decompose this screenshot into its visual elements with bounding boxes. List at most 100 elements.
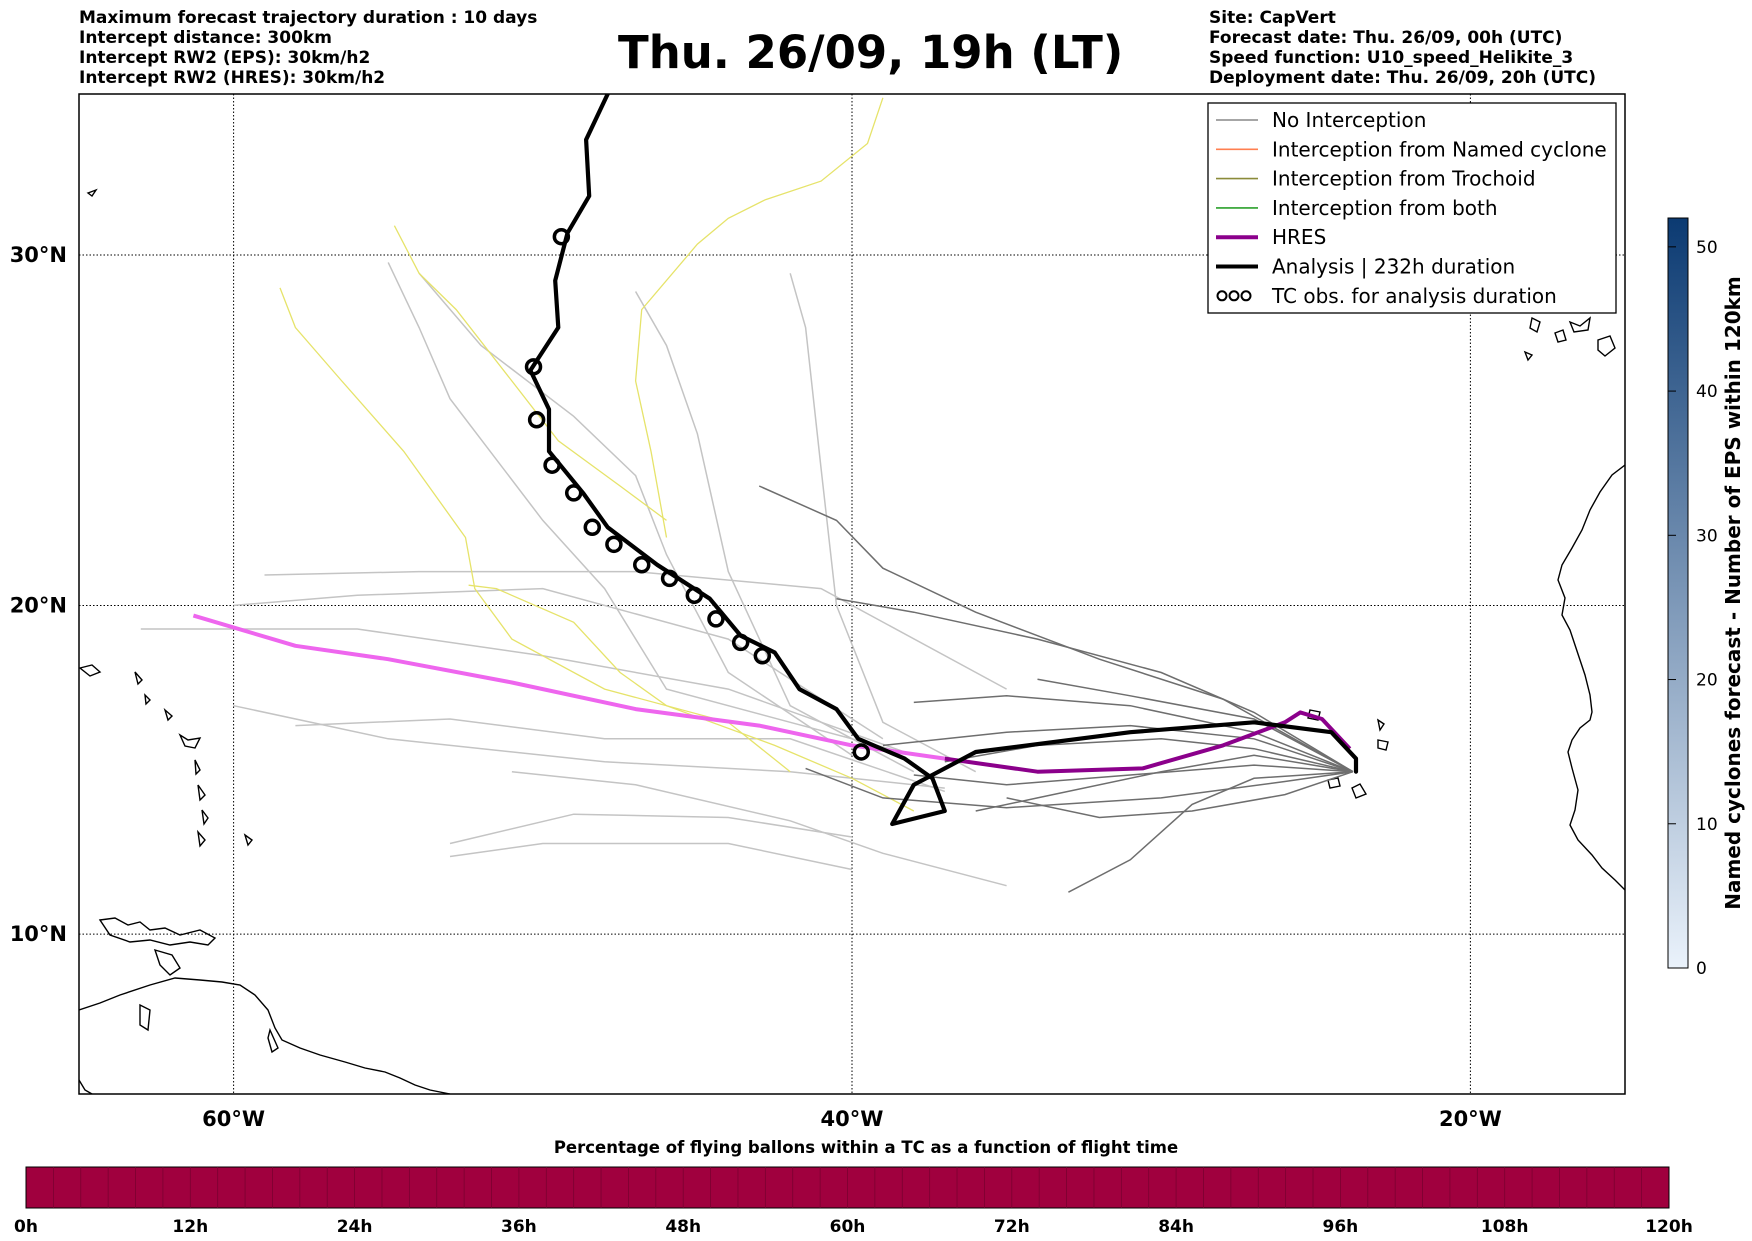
tc-obs-loop: [543, 456, 561, 474]
coastline: [1351, 783, 1368, 799]
tc-obs-loop: [753, 647, 772, 665]
coastline: [267, 1027, 279, 1054]
lon-tick-label: 20°W: [1439, 1107, 1502, 1131]
trajectory-eps-yellow: [634, 97, 884, 538]
coastline: [144, 693, 151, 706]
lat-tick-label: 20°N: [10, 593, 67, 617]
lon-tick-label: 60°W: [202, 1107, 265, 1131]
header-right-line: Site: CapVert: [1209, 8, 1336, 28]
tc-obs-loop: [632, 556, 651, 574]
tc-obs-loop: [852, 743, 871, 761]
trajectory-eps-light: [387, 262, 914, 757]
trajectory-analysis: [528, 94, 1359, 827]
coastline: [86, 188, 98, 198]
coastline: [1557, 464, 1625, 891]
trajectory-hres-early: [192, 613, 946, 761]
coastline: [1377, 739, 1389, 751]
legend-label: Interception from both: [1272, 196, 1498, 220]
colorbar-tick-label: 84h: [1158, 1217, 1194, 1237]
trajectory-eps-light: [233, 587, 884, 740]
colorbar-tick-label: 50: [1696, 238, 1718, 258]
trajectory-eps-light: [634, 291, 915, 773]
trajectory-eps-gray: [805, 767, 1354, 809]
header-left-line: Maximum forecast trajectory duration : 1…: [79, 8, 538, 28]
coastline: [196, 829, 206, 848]
colorbar-tick-label: 120h: [1645, 1217, 1693, 1237]
tc-obs-loop: [527, 411, 546, 429]
trajectory-eps-gray: [913, 764, 1353, 786]
tc-obs-loop: [552, 227, 571, 246]
trajectory-eps-gray: [1068, 770, 1353, 893]
coastline-layer: [79, 188, 1625, 1094]
tc-obs-loop: [524, 358, 543, 376]
coastline: [1376, 718, 1385, 732]
header-right-line: Forecast date: Thu. 26/09, 00h (UTC): [1209, 28, 1563, 48]
trajectory-eps-light: [233, 704, 945, 789]
legend-swatch: [1216, 290, 1228, 302]
legend-box: [1207, 102, 1617, 314]
lon-tick-label: 40°W: [821, 1107, 884, 1131]
header-right-line: Speed function: U10_speed_Helikite_3: [1209, 48, 1574, 68]
trajectory-eps-light: [511, 770, 1007, 887]
colorbar-tick-label: 0: [1696, 959, 1707, 979]
trajectory-eps-light: [295, 718, 946, 793]
trajectory-eps-light: [418, 272, 853, 756]
legend-label: Interception from Trochoid: [1272, 167, 1536, 191]
coastline: [79, 977, 451, 1094]
colorbar-tick-label: 40: [1696, 382, 1718, 402]
tc-obs-loop: [583, 518, 602, 537]
colorbar-tick-label: 72h: [994, 1217, 1030, 1237]
trajectory-eps-yellow: [393, 225, 667, 521]
legend-label: HRES: [1272, 225, 1326, 249]
colorbar-tick-label: 30: [1696, 526, 1718, 546]
colorbar-tick-label: 10: [1696, 815, 1718, 835]
trajectory-eps-gray: [836, 597, 1354, 773]
map-axis-labels: 30°N 20°N 10°N 60°W 40°W 20°W: [10, 243, 1502, 1131]
trajectory-eps-yellow: [468, 584, 915, 812]
page-title: Thu. 26/09, 19h (LT): [618, 26, 1124, 79]
colorbar-tick-label: 24h: [337, 1217, 373, 1237]
trajectory-eps-gray: [944, 738, 1354, 773]
map-frame: [78, 93, 1626, 1095]
tc-obs-loop: [707, 610, 725, 628]
tc-obs-loop: [731, 633, 750, 652]
trajectory-eps-light: [264, 570, 1007, 690]
lat-tick-label: 10°N: [10, 922, 67, 946]
colorbar-flight-time: Percentage of flying ballons within a TC…: [14, 1138, 1693, 1237]
legend: No Interception Interception from Named c…: [1207, 102, 1617, 314]
colorbar-tick-label: 36h: [501, 1217, 537, 1237]
trajectory-eps-light: [449, 813, 853, 845]
lat-tick-label: 30°N: [10, 243, 67, 267]
header-info-right: Site: CapVert Forecast date: Thu. 26/09,…: [1209, 8, 1596, 88]
coastline: [134, 671, 143, 686]
legend-label: Analysis | 232h duration: [1272, 255, 1515, 279]
legend-swatch: [1240, 290, 1252, 302]
tc-obs-loop: [564, 484, 583, 502]
colorbar-title: Percentage of flying ballons within a TC…: [554, 1138, 1178, 1157]
coastline: [1568, 316, 1591, 333]
trajectory-eps-gray: [1006, 770, 1354, 819]
coastline: [1523, 350, 1534, 362]
colorbar-gradient: [1667, 217, 1689, 969]
trajectory-layer: [140, 94, 1359, 893]
coastline: [1597, 335, 1616, 357]
legend-label: Interception from Named cyclone: [1272, 137, 1607, 161]
colorbar-tick-label: 0h: [14, 1217, 38, 1237]
tc-obs-loop: [685, 586, 704, 605]
trajectory-eps-gray: [1037, 678, 1354, 773]
colorbar-tick-label: 20: [1696, 671, 1718, 691]
trajectory-eps-gray: [882, 724, 1354, 773]
header-right-line: Deployment date: Thu. 26/09, 20h (UTC): [1209, 68, 1596, 88]
coastline: [243, 833, 254, 847]
trajectory-eps-gray: [913, 695, 1354, 773]
colorbar-tick-label: 60h: [830, 1217, 866, 1237]
coastline: [1327, 777, 1341, 789]
header-info-left: Maximum forecast trajectory duration : 1…: [79, 8, 537, 88]
colorbar-tick-label: 96h: [1323, 1217, 1359, 1237]
coastline: [1529, 316, 1541, 334]
coastline: [98, 917, 217, 946]
trajectory-eps-light: [789, 273, 977, 773]
colorbar-label: Named cyclones forecast - Number of EPS …: [1721, 276, 1745, 910]
coastline: [201, 809, 209, 826]
